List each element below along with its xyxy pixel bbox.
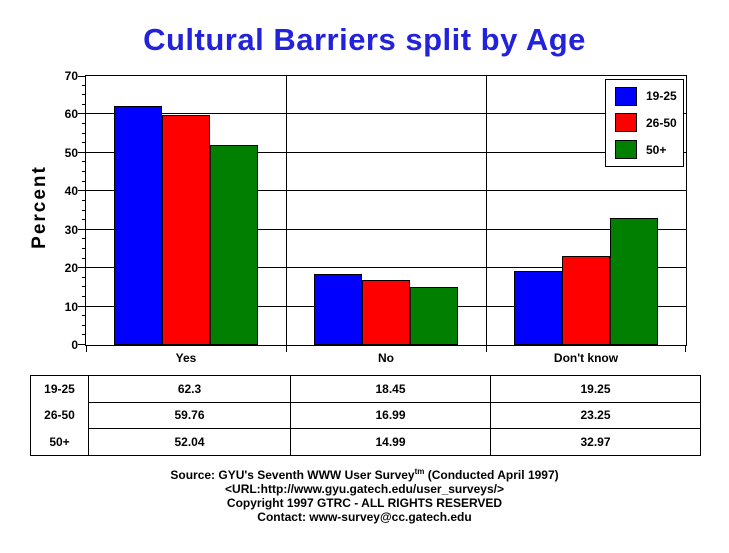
value-cell: 23.25: [490, 402, 701, 430]
value-cell: 32.97: [580, 435, 611, 450]
category-separator: [286, 76, 287, 345]
x-tick: [86, 345, 87, 352]
bar-50+-Yes: [210, 145, 258, 345]
gridline-20: [86, 267, 686, 269]
y-major-tick: [78, 151, 86, 153]
footer-source-text: Source: GYU's Seventh WWW User Survey: [170, 468, 415, 482]
y-tick-label: 10: [64, 299, 78, 314]
bar-26-50-Don't know: [562, 255, 610, 345]
legend-label: 50+: [646, 142, 667, 157]
legend-item: 19-25: [615, 86, 683, 106]
legend-label: 19-25: [646, 89, 677, 104]
x-category-label: No: [378, 351, 394, 365]
y-minor-tick: [82, 142, 86, 144]
bar-26-50-No: [362, 279, 410, 345]
y-minor-tick: [82, 199, 86, 201]
y-major-tick: [78, 76, 86, 77]
legend-item: 26-50: [615, 113, 683, 133]
y-minor-tick: [82, 84, 86, 86]
y-minor-tick: [82, 103, 86, 105]
y-tick-label: 20: [64, 261, 78, 276]
y-minor-tick: [82, 334, 86, 336]
y-tick-label: 70: [64, 69, 78, 83]
gridline-30: [86, 228, 686, 230]
y-minor-tick: [82, 209, 86, 211]
value-cell: 16.99: [290, 402, 491, 430]
y-minor-tick: [82, 171, 86, 173]
y-minor-tick: [82, 132, 86, 134]
y-tick-label: 0: [71, 338, 78, 352]
table-row: 50+ 52.04 14.99 32.97: [30, 428, 701, 456]
table-row: 19-25 62.3 18.45 19.25: [30, 375, 701, 403]
y-minor-tick: [82, 219, 86, 221]
y-major-tick: [78, 190, 86, 192]
y-tick-label: 50: [64, 145, 78, 160]
footer-source-date: (Conducted April 1997): [424, 468, 559, 482]
gridline-40: [86, 190, 686, 192]
y-major-tick: [78, 344, 86, 345]
y-major-tick: [78, 267, 86, 269]
legend-swatch-26-50: [615, 113, 637, 133]
value-cell: 19.25: [490, 375, 701, 403]
y-tick-label: 60: [64, 107, 78, 122]
value-cell: 18.45: [290, 375, 491, 403]
category-separator: [486, 76, 487, 345]
data-table-body: 19-25 62.3 18.45 19.25 26-50 59.76 16.99 23.25 5…: [30, 375, 701, 456]
x-category-label: Yes: [175, 351, 197, 365]
y-minor-tick: [82, 257, 86, 259]
legend-item: 50+: [615, 140, 683, 160]
y-minor-tick: [82, 94, 86, 96]
bar-19-25-Yes: [114, 105, 162, 345]
y-minor-tick: [82, 286, 86, 288]
row-label-cell: 50+: [30, 428, 89, 456]
value-cell: 52.04: [88, 428, 291, 456]
bar-19-25-No: [314, 274, 362, 345]
gridline-60: [86, 113, 686, 115]
y-minor-tick: [82, 180, 86, 182]
bar-19-25-Don't know: [514, 271, 562, 345]
footer-contact-line: Contact: www-survey@cc.gatech.edu: [257, 510, 472, 524]
y-major-tick: [78, 228, 86, 230]
bar-26-50-Yes: [162, 115, 210, 345]
bar-50+-No: [410, 287, 458, 345]
footer-copyright-line: Copyright 1997 GTRC - ALL RIGHTS RESERVE…: [226, 496, 503, 510]
y-major-tick: [78, 305, 86, 307]
footer-source-line: Source: GYU's Seventh WWW User Surveytm …: [0, 467, 729, 483]
legend-swatch-19-25: [615, 86, 637, 106]
table-row: 26-50 59.76 16.99 23.25: [30, 402, 701, 430]
plot-area: 0 10 20 30 40 50 60 70 Yes No Don't know: [65, 69, 687, 365]
row-label-cell: 26-50: [30, 402, 89, 429]
value-cell: 62.3: [88, 375, 291, 403]
trademark-superscript: tm: [414, 467, 425, 476]
y-minor-tick: [82, 276, 86, 278]
x-tick: [685, 345, 686, 352]
gridline-50: [86, 151, 686, 153]
footer-url-line: <URL:http://www.gyu.gatech.edu/user_surv…: [225, 482, 504, 496]
footer: Source: GYU's Seventh WWW User Surveytm …: [0, 467, 729, 525]
data-table: 19-25 62.3 18.45 19.25 26-50 59.76 16.99 23.25 5…: [30, 375, 701, 456]
y-major-tick: [78, 113, 86, 115]
legend-label: 26-50: [646, 115, 677, 130]
page-title: Cultural Barriers split by Age: [143, 22, 586, 57]
y-minor-tick: [82, 123, 86, 125]
y-minor-tick: [82, 238, 86, 240]
legend-swatch-50+: [615, 140, 637, 160]
bar-50+-Don't know: [610, 218, 658, 345]
x-tick: [486, 345, 487, 352]
y-minor-tick: [82, 247, 86, 249]
value-cell: 14.99: [290, 428, 491, 456]
y-minor-tick: [82, 295, 86, 297]
legend: 19-25 26-50 50+: [605, 79, 684, 167]
x-category-label: Don't know: [553, 351, 619, 365]
y-tick-label: 40: [64, 184, 78, 199]
y-tick-label: 30: [64, 222, 78, 237]
x-tick: [286, 345, 287, 352]
row-label-cell: 19-25: [30, 375, 89, 403]
y-minor-tick: [82, 161, 86, 163]
y-minor-tick: [82, 324, 86, 326]
y-minor-tick: [82, 315, 86, 317]
value-cell: 59.76: [88, 402, 291, 430]
